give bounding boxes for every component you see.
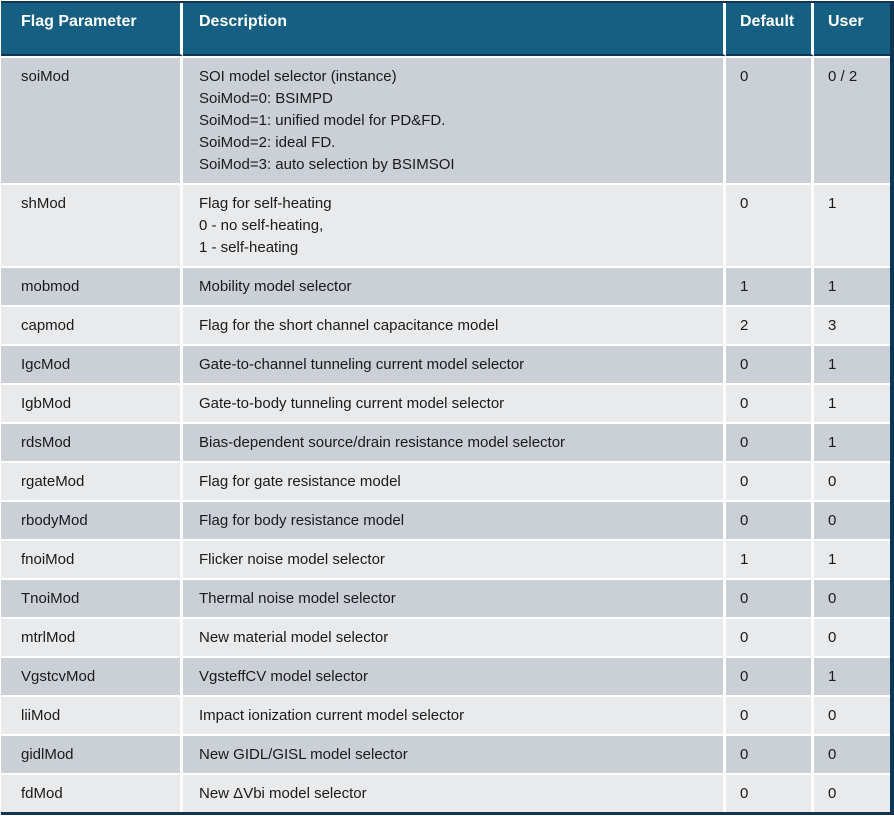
param-cell: mtrlMod bbox=[1, 617, 183, 656]
default-cell: 0 bbox=[726, 656, 814, 695]
user-cell: 0 bbox=[814, 773, 890, 812]
user-cell: 1 bbox=[814, 266, 890, 305]
table-row: fnoiMod Flicker noise model selector 1 1 bbox=[1, 539, 890, 578]
description-cell: Flag for body resistance model bbox=[183, 500, 726, 539]
default-cell: 0 bbox=[726, 56, 814, 183]
table-row: rgateMod Flag for gate resistance model 0 0 bbox=[1, 461, 890, 500]
default-cell: 2 bbox=[726, 305, 814, 344]
param-cell: TnoiMod bbox=[1, 578, 183, 617]
param-cell: rgateMod bbox=[1, 461, 183, 500]
default-cell: 0 bbox=[726, 500, 814, 539]
default-cell: 0 bbox=[726, 383, 814, 422]
description-cell: Mobility model selector bbox=[183, 266, 726, 305]
description-cell: Bias-dependent source/drain resistance m… bbox=[183, 422, 726, 461]
default-cell: 0 bbox=[726, 344, 814, 383]
table-row: IgbMod Gate-to-body tunneling current mod… bbox=[1, 383, 890, 422]
default-cell: 0 bbox=[726, 578, 814, 617]
param-cell: IgcMod bbox=[1, 344, 183, 383]
description-cell: SOI model selector (instance) SoiMod=0: … bbox=[183, 56, 726, 183]
flag-parameter-table: Flag Parameter Description Default User … bbox=[1, 3, 890, 812]
table-row: TnoiMod Thermal noise model selector 0 0 bbox=[1, 578, 890, 617]
table-row: VgstcvMod VgsteffCV model selector 0 1 bbox=[1, 656, 890, 695]
default-cell: 0 bbox=[726, 183, 814, 266]
description-cell: New ΔVbi model selector bbox=[183, 773, 726, 812]
user-cell: 1 bbox=[814, 539, 890, 578]
param-cell: capmod bbox=[1, 305, 183, 344]
header-row: Flag Parameter Description Default User bbox=[1, 3, 890, 56]
description-cell: Thermal noise model selector bbox=[183, 578, 726, 617]
description-cell: New GIDL/GISL model selector bbox=[183, 734, 726, 773]
description-cell: New material model selector bbox=[183, 617, 726, 656]
default-cell: 1 bbox=[726, 266, 814, 305]
table-row: liiMod Impact ionization current model se… bbox=[1, 695, 890, 734]
param-cell: fnoiMod bbox=[1, 539, 183, 578]
table-row: fdMod New ΔVbi model selector 0 0 bbox=[1, 773, 890, 812]
param-cell: fdMod bbox=[1, 773, 183, 812]
default-cell: 0 bbox=[726, 617, 814, 656]
description-cell: VgsteffCV model selector bbox=[183, 656, 726, 695]
table-row: rdsMod Bias-dependent source/drain resist… bbox=[1, 422, 890, 461]
param-cell: soiMod bbox=[1, 56, 183, 183]
user-cell: 1 bbox=[814, 422, 890, 461]
user-cell: 0 bbox=[814, 500, 890, 539]
table-row: rbodyMod Flag for body resistance model 0 0 bbox=[1, 500, 890, 539]
user-cell: 0 bbox=[814, 734, 890, 773]
user-cell: 1 bbox=[814, 183, 890, 266]
description-cell: Impact ionization current model selector bbox=[183, 695, 726, 734]
column-header-description: Description bbox=[183, 3, 726, 56]
param-cell: rbodyMod bbox=[1, 500, 183, 539]
table-row: mobmod Mobility model selector 1 1 bbox=[1, 266, 890, 305]
default-cell: 0 bbox=[726, 734, 814, 773]
default-cell: 0 bbox=[726, 422, 814, 461]
description-cell: Flag for self-heating 0 - no self-heatin… bbox=[183, 183, 726, 266]
user-cell: 1 bbox=[814, 344, 890, 383]
description-cell: Flag for gate resistance model bbox=[183, 461, 726, 500]
default-cell: 1 bbox=[726, 539, 814, 578]
description-cell: Flag for the short channel capacitance m… bbox=[183, 305, 726, 344]
param-cell: shMod bbox=[1, 183, 183, 266]
table-row: mtrlMod New material model selector 0 0 bbox=[1, 617, 890, 656]
user-cell: 0 bbox=[814, 578, 890, 617]
description-cell: Flicker noise model selector bbox=[183, 539, 726, 578]
user-cell: 0 / 2 bbox=[814, 56, 890, 183]
description-cell: Gate-to-body tunneling current model sel… bbox=[183, 383, 726, 422]
param-cell: liiMod bbox=[1, 695, 183, 734]
default-cell: 0 bbox=[726, 773, 814, 812]
user-cell: 0 bbox=[814, 461, 890, 500]
table-row: IgcMod Gate-to-channel tunneling current … bbox=[1, 344, 890, 383]
default-cell: 0 bbox=[726, 461, 814, 500]
param-cell: VgstcvMod bbox=[1, 656, 183, 695]
column-header-default: Default bbox=[726, 3, 814, 56]
user-cell: 1 bbox=[814, 656, 890, 695]
default-cell: 0 bbox=[726, 695, 814, 734]
param-cell: mobmod bbox=[1, 266, 183, 305]
table-row: soiMod SOI model selector (instance) SoiM… bbox=[1, 56, 890, 183]
param-cell: rdsMod bbox=[1, 422, 183, 461]
column-header-user: User bbox=[814, 3, 890, 56]
table-row: shMod Flag for self-heating 0 - no self-h… bbox=[1, 183, 890, 266]
user-cell: 3 bbox=[814, 305, 890, 344]
column-header-flag-parameter: Flag Parameter bbox=[1, 3, 183, 56]
description-cell: Gate-to-channel tunneling current model … bbox=[183, 344, 726, 383]
param-cell: gidlMod bbox=[1, 734, 183, 773]
user-cell: 0 bbox=[814, 617, 890, 656]
user-cell: 0 bbox=[814, 695, 890, 734]
param-cell: IgbMod bbox=[1, 383, 183, 422]
table-row: gidlMod New GIDL/GISL model selector 0 0 bbox=[1, 734, 890, 773]
table-row: capmod Flag for the short channel capacit… bbox=[1, 305, 890, 344]
user-cell: 1 bbox=[814, 383, 890, 422]
